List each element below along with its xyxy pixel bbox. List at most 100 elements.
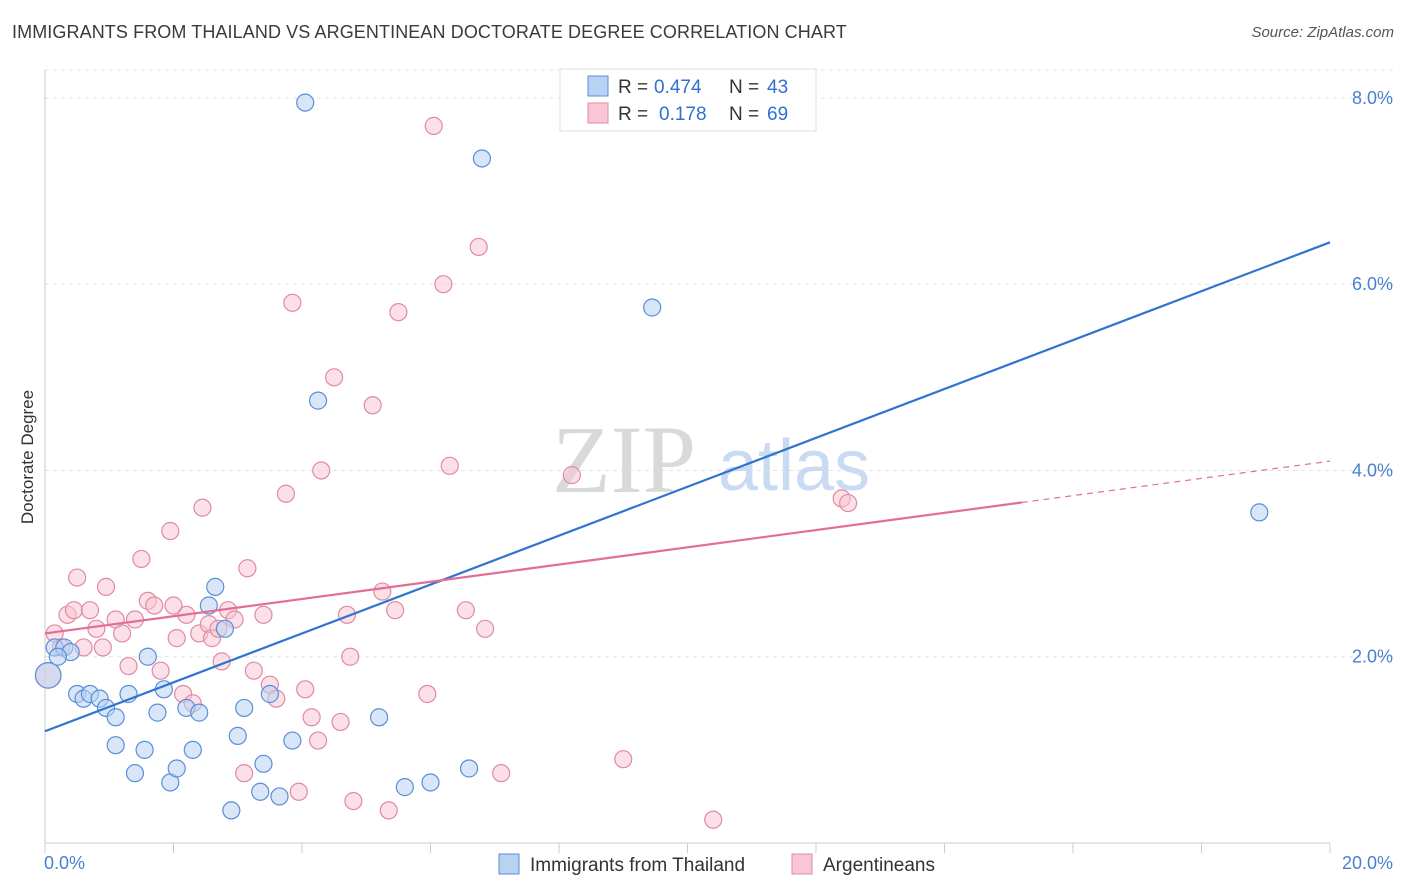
x-tick-label-min: 0.0% <box>44 853 85 873</box>
argentineans-point-15 <box>132 549 151 569</box>
argentineans-point-18 <box>151 661 170 680</box>
bottom-legend-swatch-thailand <box>498 853 520 875</box>
series-legend: Immigrants from Thailand Argentineans <box>498 853 935 876</box>
y-axis-title: Doctorate Degree <box>18 390 37 524</box>
thailand-point-35 <box>370 708 389 727</box>
thailand-point-9 <box>106 708 125 727</box>
legend-r-label-argentineans: R = <box>618 104 648 125</box>
argentineans-point-14 <box>125 610 145 629</box>
argentineans-point-61 <box>476 619 495 638</box>
y-tick-label-1: 4.0% <box>1352 460 1393 480</box>
argentineans-point-43 <box>308 731 328 750</box>
argentineans-point-40 <box>289 782 308 801</box>
x-tick-label-max: 20.0% <box>1342 853 1393 873</box>
thailand-point-22 <box>199 596 218 615</box>
y-tick-label-0: 2.0% <box>1352 647 1393 667</box>
argentineans-point-60 <box>469 237 488 257</box>
argentineans-point-49 <box>344 791 363 811</box>
thailand-point-37 <box>421 773 440 792</box>
argentineans-point-32 <box>235 764 254 783</box>
argentineans-point-63 <box>562 466 581 485</box>
thailand-point-23 <box>206 577 225 596</box>
thailand-point-30 <box>260 684 279 704</box>
argentineans-point-34 <box>244 661 263 680</box>
legend-n-value-argentineans: 69 <box>767 104 788 125</box>
argentineans-point-52 <box>379 801 398 820</box>
argentineans-point-56 <box>424 116 443 135</box>
legend-swatch-thailand <box>587 75 609 97</box>
axes <box>44 70 1331 853</box>
thailand-point-25 <box>222 801 241 820</box>
thailand-point-32 <box>283 731 302 750</box>
argentineans-point-64 <box>614 750 633 769</box>
correlation-legend: R = 0.474 N = 43 R = 0.178 N = 69 <box>559 68 817 132</box>
thailand-point-31 <box>270 787 289 806</box>
argentineans-point-67 <box>839 493 858 513</box>
thailand-point-33 <box>296 93 315 112</box>
source-credit: Source: ZipAtlas.com <box>1251 24 1394 41</box>
argentineans-point-45 <box>325 368 344 387</box>
argentineans-point-38 <box>276 484 296 503</box>
legend-n-value-thailand: 43 <box>767 77 788 98</box>
argentineans-point-44 <box>312 461 331 480</box>
argentineans-point-25 <box>193 498 212 517</box>
argentineans-point-58 <box>440 456 459 475</box>
argentineans-point-46 <box>331 712 350 732</box>
thailand-point-24 <box>215 619 234 638</box>
argentineans-point-13 <box>119 656 138 676</box>
thailand-point-15 <box>148 703 167 722</box>
thailand-point-0 <box>34 662 62 689</box>
legend-r-label-thailand: R = <box>618 77 648 98</box>
argentineans-point-4 <box>64 601 84 620</box>
thailand-trend-line <box>44 241 1331 733</box>
y-tick-labels: 2.0% 4.0% 6.0% 8.0% <box>1352 88 1393 667</box>
argentineans-point-51 <box>373 582 392 601</box>
legend-r-value-argentineans: 0.178 <box>659 104 707 125</box>
argentineans-point-41 <box>296 680 315 699</box>
thailand-point-28 <box>251 782 270 801</box>
argentineans-point-62 <box>492 764 511 783</box>
thailand-point-39 <box>472 149 491 168</box>
legend-r-value-thailand: 0.474 <box>654 77 702 98</box>
thailand-point-26 <box>228 726 247 745</box>
argentineans-point-20 <box>167 629 186 648</box>
bottom-legend-label-thailand: Immigrants from Thailand <box>530 855 745 876</box>
argentineans-point-57 <box>434 275 453 294</box>
legend-n-label-argentineans: N = <box>729 104 759 125</box>
argentineans-point-33 <box>238 559 257 578</box>
argentineans-point-5 <box>68 568 87 587</box>
argentineans-point-59 <box>456 601 475 620</box>
argentineans-trend-extension <box>1021 460 1331 504</box>
argentineans-point-53 <box>386 601 405 620</box>
thailand-points <box>34 93 1269 820</box>
argentineans-point-9 <box>93 638 112 657</box>
thailand-point-34 <box>308 391 328 410</box>
argentineans-point-54 <box>389 303 408 322</box>
argentineans-point-65 <box>704 810 723 829</box>
trend-lines <box>44 241 1331 733</box>
y-tick-label-2: 6.0% <box>1352 274 1393 294</box>
argentineans-point-50 <box>363 396 382 415</box>
thailand-point-38 <box>459 759 479 778</box>
legend-n-label-thailand: N = <box>729 77 759 98</box>
argentineans-point-35 <box>254 605 273 624</box>
chart-title: IMMIGRANTS FROM THAILAND VS ARGENTINEAN … <box>12 22 847 42</box>
argentineans-trend-line <box>44 501 1022 635</box>
bottom-legend-label-argentineans: Argentineans <box>823 855 935 876</box>
argentineans-point-55 <box>418 684 437 704</box>
thailand-point-14 <box>138 647 157 666</box>
argentineans-point-7 <box>80 601 100 620</box>
argentineans-point-19 <box>161 521 180 541</box>
argentineans-point-10 <box>96 577 116 596</box>
thailand-point-36 <box>395 778 414 797</box>
thailand-point-18 <box>167 759 186 778</box>
thailand-point-27 <box>235 698 254 718</box>
thailand-point-11 <box>106 736 125 755</box>
argentineans-point-12 <box>112 624 132 643</box>
argentineans-point-39 <box>283 293 302 312</box>
y-tick-label-3: 8.0% <box>1352 88 1393 108</box>
bottom-legend-swatch-argentineans <box>791 853 813 875</box>
thailand-point-41 <box>1250 503 1269 522</box>
argentineans-point-48 <box>341 647 360 666</box>
